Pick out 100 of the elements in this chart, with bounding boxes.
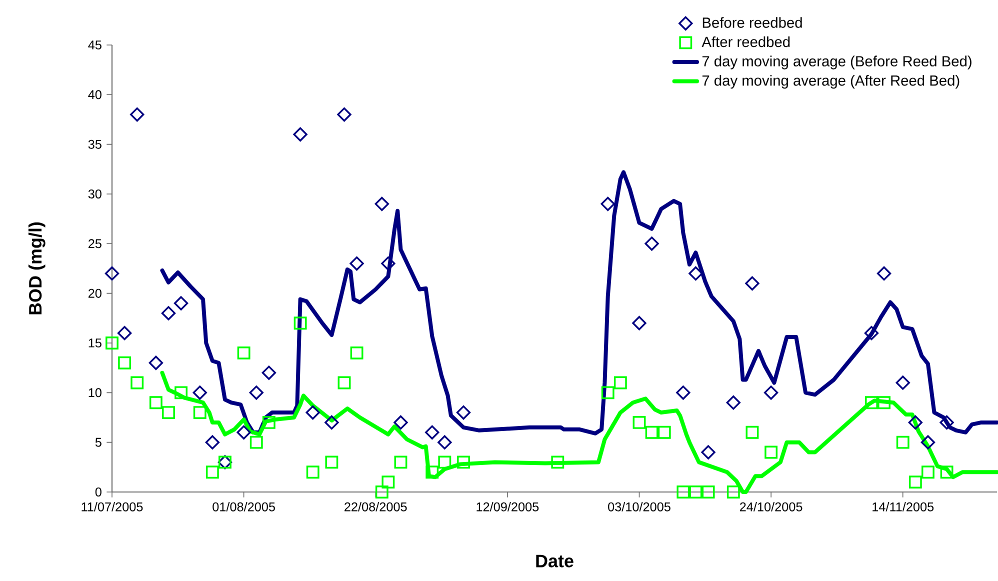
point (600, 196, 615, 212)
x-tick-label: 11/07/2005 (82, 502, 143, 512)
point (764, 446, 778, 459)
y-tick-label: 35 (88, 140, 102, 149)
x-tick-label: 22/08/2005 (344, 502, 407, 512)
y-tick-label: 0 (95, 488, 102, 496)
point (162, 406, 175, 419)
x-tick-label: 03/10/2005 (608, 502, 670, 512)
point (236, 425, 251, 440)
y-tick-label: 25 (88, 239, 102, 248)
point (394, 415, 408, 430)
point (438, 456, 452, 469)
point (325, 456, 338, 469)
y-tick-label: 15 (88, 338, 102, 348)
point (726, 486, 740, 498)
point (306, 466, 320, 479)
point (192, 386, 207, 400)
legend-label: After reedbed (702, 36, 790, 48)
point (614, 376, 627, 390)
line-series (160, 170, 998, 436)
point (426, 466, 439, 479)
legend-label: 7 day moving average (After Reed Bed) (702, 74, 960, 89)
y-axis-title: BOD (mg/l) (28, 222, 46, 314)
point (174, 386, 188, 400)
point (865, 396, 878, 410)
point (601, 386, 614, 400)
point (237, 346, 250, 360)
point (908, 415, 923, 430)
point (425, 425, 440, 440)
y-tick-label: 10 (88, 388, 102, 398)
point (148, 356, 164, 370)
point (551, 456, 564, 469)
point (130, 376, 144, 390)
point (644, 236, 659, 251)
point (394, 456, 408, 469)
point (726, 396, 740, 410)
point (338, 376, 351, 390)
point (658, 426, 671, 439)
point (438, 435, 452, 450)
point (149, 396, 162, 410)
point (746, 426, 759, 439)
point (745, 276, 760, 290)
legend-label: Before reedbed (702, 17, 802, 28)
x-tick-label: 01/08/2005 (212, 502, 275, 512)
point (632, 316, 646, 330)
point (632, 416, 646, 429)
point (350, 346, 364, 360)
y-tick-label: 5 (95, 438, 102, 447)
point (456, 405, 471, 420)
point (896, 376, 910, 390)
point (206, 466, 219, 479)
point (350, 256, 364, 271)
point (262, 416, 276, 429)
point (896, 436, 910, 449)
point (262, 366, 276, 380)
point (130, 107, 144, 122)
point (922, 466, 934, 479)
point (250, 436, 263, 449)
point (764, 386, 778, 400)
point (702, 486, 715, 498)
point (676, 486, 690, 498)
y-tick-label: 40 (88, 90, 102, 100)
point (118, 356, 132, 370)
x-axis-title: Date (536, 554, 574, 568)
point (294, 316, 307, 330)
legend-label: 7 day moving average (Before Reed Bed) (702, 56, 972, 70)
point (374, 196, 389, 212)
point (940, 466, 954, 479)
point (205, 435, 220, 450)
point (375, 486, 388, 498)
point (117, 326, 132, 340)
point (293, 127, 308, 142)
point (161, 306, 176, 320)
x-tick-label: 14/11/2005 (872, 502, 934, 512)
point (306, 405, 320, 420)
point (174, 296, 188, 310)
x-tick-label: 24/10/2005 (740, 502, 802, 512)
point (104, 266, 120, 281)
y-tick-label: 45 (88, 40, 102, 50)
point (940, 415, 954, 430)
point (457, 456, 470, 469)
point (689, 486, 702, 498)
x-tick-label: 12/09/2005 (476, 502, 539, 512)
point (324, 415, 339, 430)
point (920, 435, 936, 450)
point (193, 406, 206, 419)
point (878, 396, 891, 410)
point (688, 266, 703, 281)
point (382, 476, 395, 489)
point (701, 445, 716, 460)
point (337, 107, 352, 122)
y-tick-label: 20 (88, 288, 102, 298)
point (381, 256, 396, 271)
point (106, 336, 118, 350)
point (876, 266, 892, 281)
y-tick-label: 30 (88, 190, 102, 198)
point (864, 326, 879, 340)
point (645, 426, 658, 439)
point (908, 476, 922, 489)
point (676, 386, 690, 400)
